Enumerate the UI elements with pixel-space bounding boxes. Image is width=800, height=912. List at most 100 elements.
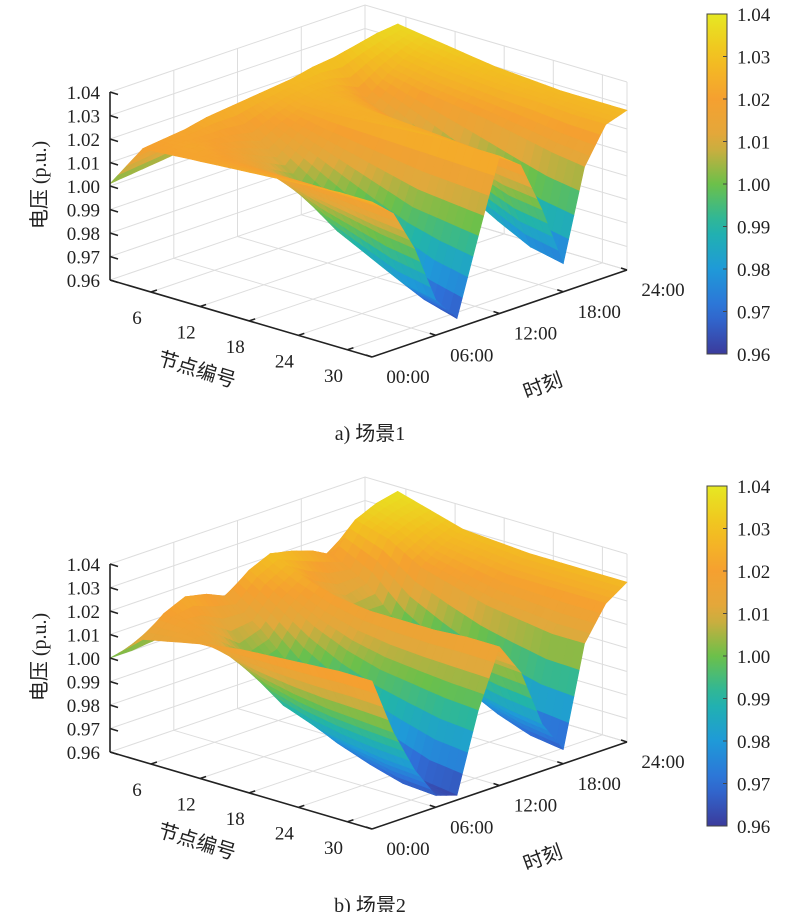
time-tick-mark (493, 782, 500, 787)
colorbar-tick-label: 0.97 (737, 775, 770, 796)
panel-caption: a) 场景1 (335, 422, 406, 445)
time-tick-label: 12:00 (514, 796, 557, 817)
node-tick-mark (150, 761, 158, 765)
node-tick-mark (347, 819, 354, 823)
z-tick-label: 0.99 (67, 201, 100, 222)
voltage-surface (109, 490, 628, 797)
z-tick-mark (109, 91, 119, 96)
panel-caption: b) 场景2 (334, 894, 406, 912)
z-tick-label: 1.03 (67, 107, 100, 128)
node-tick-mark (298, 804, 305, 809)
time-tick-mark (620, 267, 628, 271)
z-tick-mark (109, 255, 119, 260)
node-tick-mark (248, 790, 256, 794)
z-tick-mark (109, 279, 119, 284)
axes (109, 563, 628, 830)
z-tick-label: 0.96 (67, 271, 100, 292)
time-tick-mark (493, 310, 500, 315)
z-tick-label: 1.03 (67, 579, 100, 600)
node-tick-label: 18 (226, 809, 245, 830)
grid-line (347, 74, 603, 351)
z-tick-label: 1.00 (67, 177, 100, 198)
colorbar-tick-label: 1.00 (737, 175, 770, 196)
node-tick-mark (248, 318, 256, 322)
z-tick-label: 1.04 (67, 83, 101, 104)
colorbar-tick-label: 1.01 (737, 605, 770, 626)
time-tick-mark (429, 804, 437, 809)
z-tick-mark (109, 727, 119, 732)
z-tick-mark (109, 586, 119, 591)
z-tick-mark (109, 680, 119, 685)
time-tick-mark (556, 288, 564, 293)
node-tick-label: 6 (132, 308, 142, 329)
z-tick-mark (109, 208, 119, 213)
node-tick-mark (298, 332, 305, 337)
time-axis-label: 时刻 (520, 368, 565, 403)
colorbar-tick-label: 0.98 (737, 260, 770, 281)
z-tick-label: 1.02 (67, 130, 100, 151)
time-tick-label: 24:00 (641, 280, 684, 301)
z-axis-label: 电压 (p.u.) (28, 613, 51, 701)
time-tick-mark (556, 760, 564, 765)
time-tick-label: 00:00 (386, 367, 429, 388)
time-tick-label: 24:00 (641, 752, 684, 773)
z-tick-mark (109, 138, 119, 143)
z-tick-label: 1.04 (67, 555, 101, 576)
z-tick-mark (109, 185, 119, 190)
z-tick-label: 1.02 (67, 602, 100, 623)
grid-line (173, 542, 436, 808)
colorbar-tick-label: 0.96 (737, 345, 770, 366)
z-tick-label: 1.01 (67, 626, 100, 647)
time-tick-label: 00:00 (386, 839, 429, 860)
node-tick-mark (199, 303, 207, 308)
time-tick-label: 18:00 (578, 774, 621, 795)
surface-plot-scenario-1: 0.960.970.980.991.001.011.021.031.046121… (28, 4, 771, 445)
colorbar-tick-label: 1.01 (737, 133, 770, 154)
node-tick-label: 18 (226, 337, 245, 358)
node-tick-label: 24 (275, 823, 295, 844)
colorbar-tick-label: 1.02 (737, 90, 770, 111)
voltage-surface (109, 23, 628, 320)
z-tick-mark (109, 657, 119, 662)
surface-plot-scenario-2: 0.960.970.980.991.001.011.021.031.046121… (28, 476, 771, 912)
colorbar-tick-label: 1.03 (737, 520, 770, 541)
colorbar-tick-label: 1.02 (737, 562, 770, 583)
z-tick-mark (109, 751, 119, 756)
z-tick-label: 1.00 (67, 649, 100, 670)
z-tick-mark (109, 563, 119, 568)
node-axis-line (109, 751, 373, 830)
node-tick-mark (150, 289, 158, 293)
colorbar-tick-label: 0.99 (737, 690, 770, 711)
z-tick-label: 0.97 (67, 720, 100, 741)
colorbar: 0.96 0.97 0.98 0.99 1.00 1.01 1.02 1.03 1.04 (706, 5, 771, 366)
z-tick-mark (109, 114, 119, 119)
node-tick-label: 6 (132, 780, 142, 801)
time-tick-label: 06:00 (450, 817, 493, 838)
surface-patch (363, 678, 378, 695)
node-tick-label: 12 (177, 322, 196, 343)
axes (109, 91, 628, 358)
node-tick-mark (347, 347, 354, 351)
colorbar-tick-label: 1.03 (737, 48, 770, 69)
z-tick-mark (109, 232, 119, 237)
node-tick-label: 30 (324, 366, 343, 387)
z-tick-label: 1.01 (67, 154, 100, 175)
colorbar-tick-label: 1.00 (737, 647, 770, 668)
z-tick-mark (109, 633, 119, 638)
z-tick-mark (109, 610, 119, 615)
colorbar-tick-label: 1.04 (737, 5, 771, 26)
colorbar-tick-label: 0.99 (737, 218, 770, 239)
z-tick-label: 0.98 (67, 696, 100, 717)
colorbar-tick-label: 0.98 (737, 732, 770, 753)
time-axis-label: 时刻 (520, 840, 565, 875)
time-tick-label: 12:00 (514, 324, 557, 345)
z-tick-label: 0.96 (67, 743, 100, 764)
node-tick-label: 24 (275, 351, 295, 372)
time-tick-mark (365, 354, 373, 358)
z-tick-label: 0.99 (67, 673, 100, 694)
node-axis-line (109, 279, 373, 358)
z-tick-mark (109, 161, 119, 166)
z-tick-label: 0.97 (67, 248, 100, 269)
time-tick-label: 18:00 (578, 302, 621, 323)
